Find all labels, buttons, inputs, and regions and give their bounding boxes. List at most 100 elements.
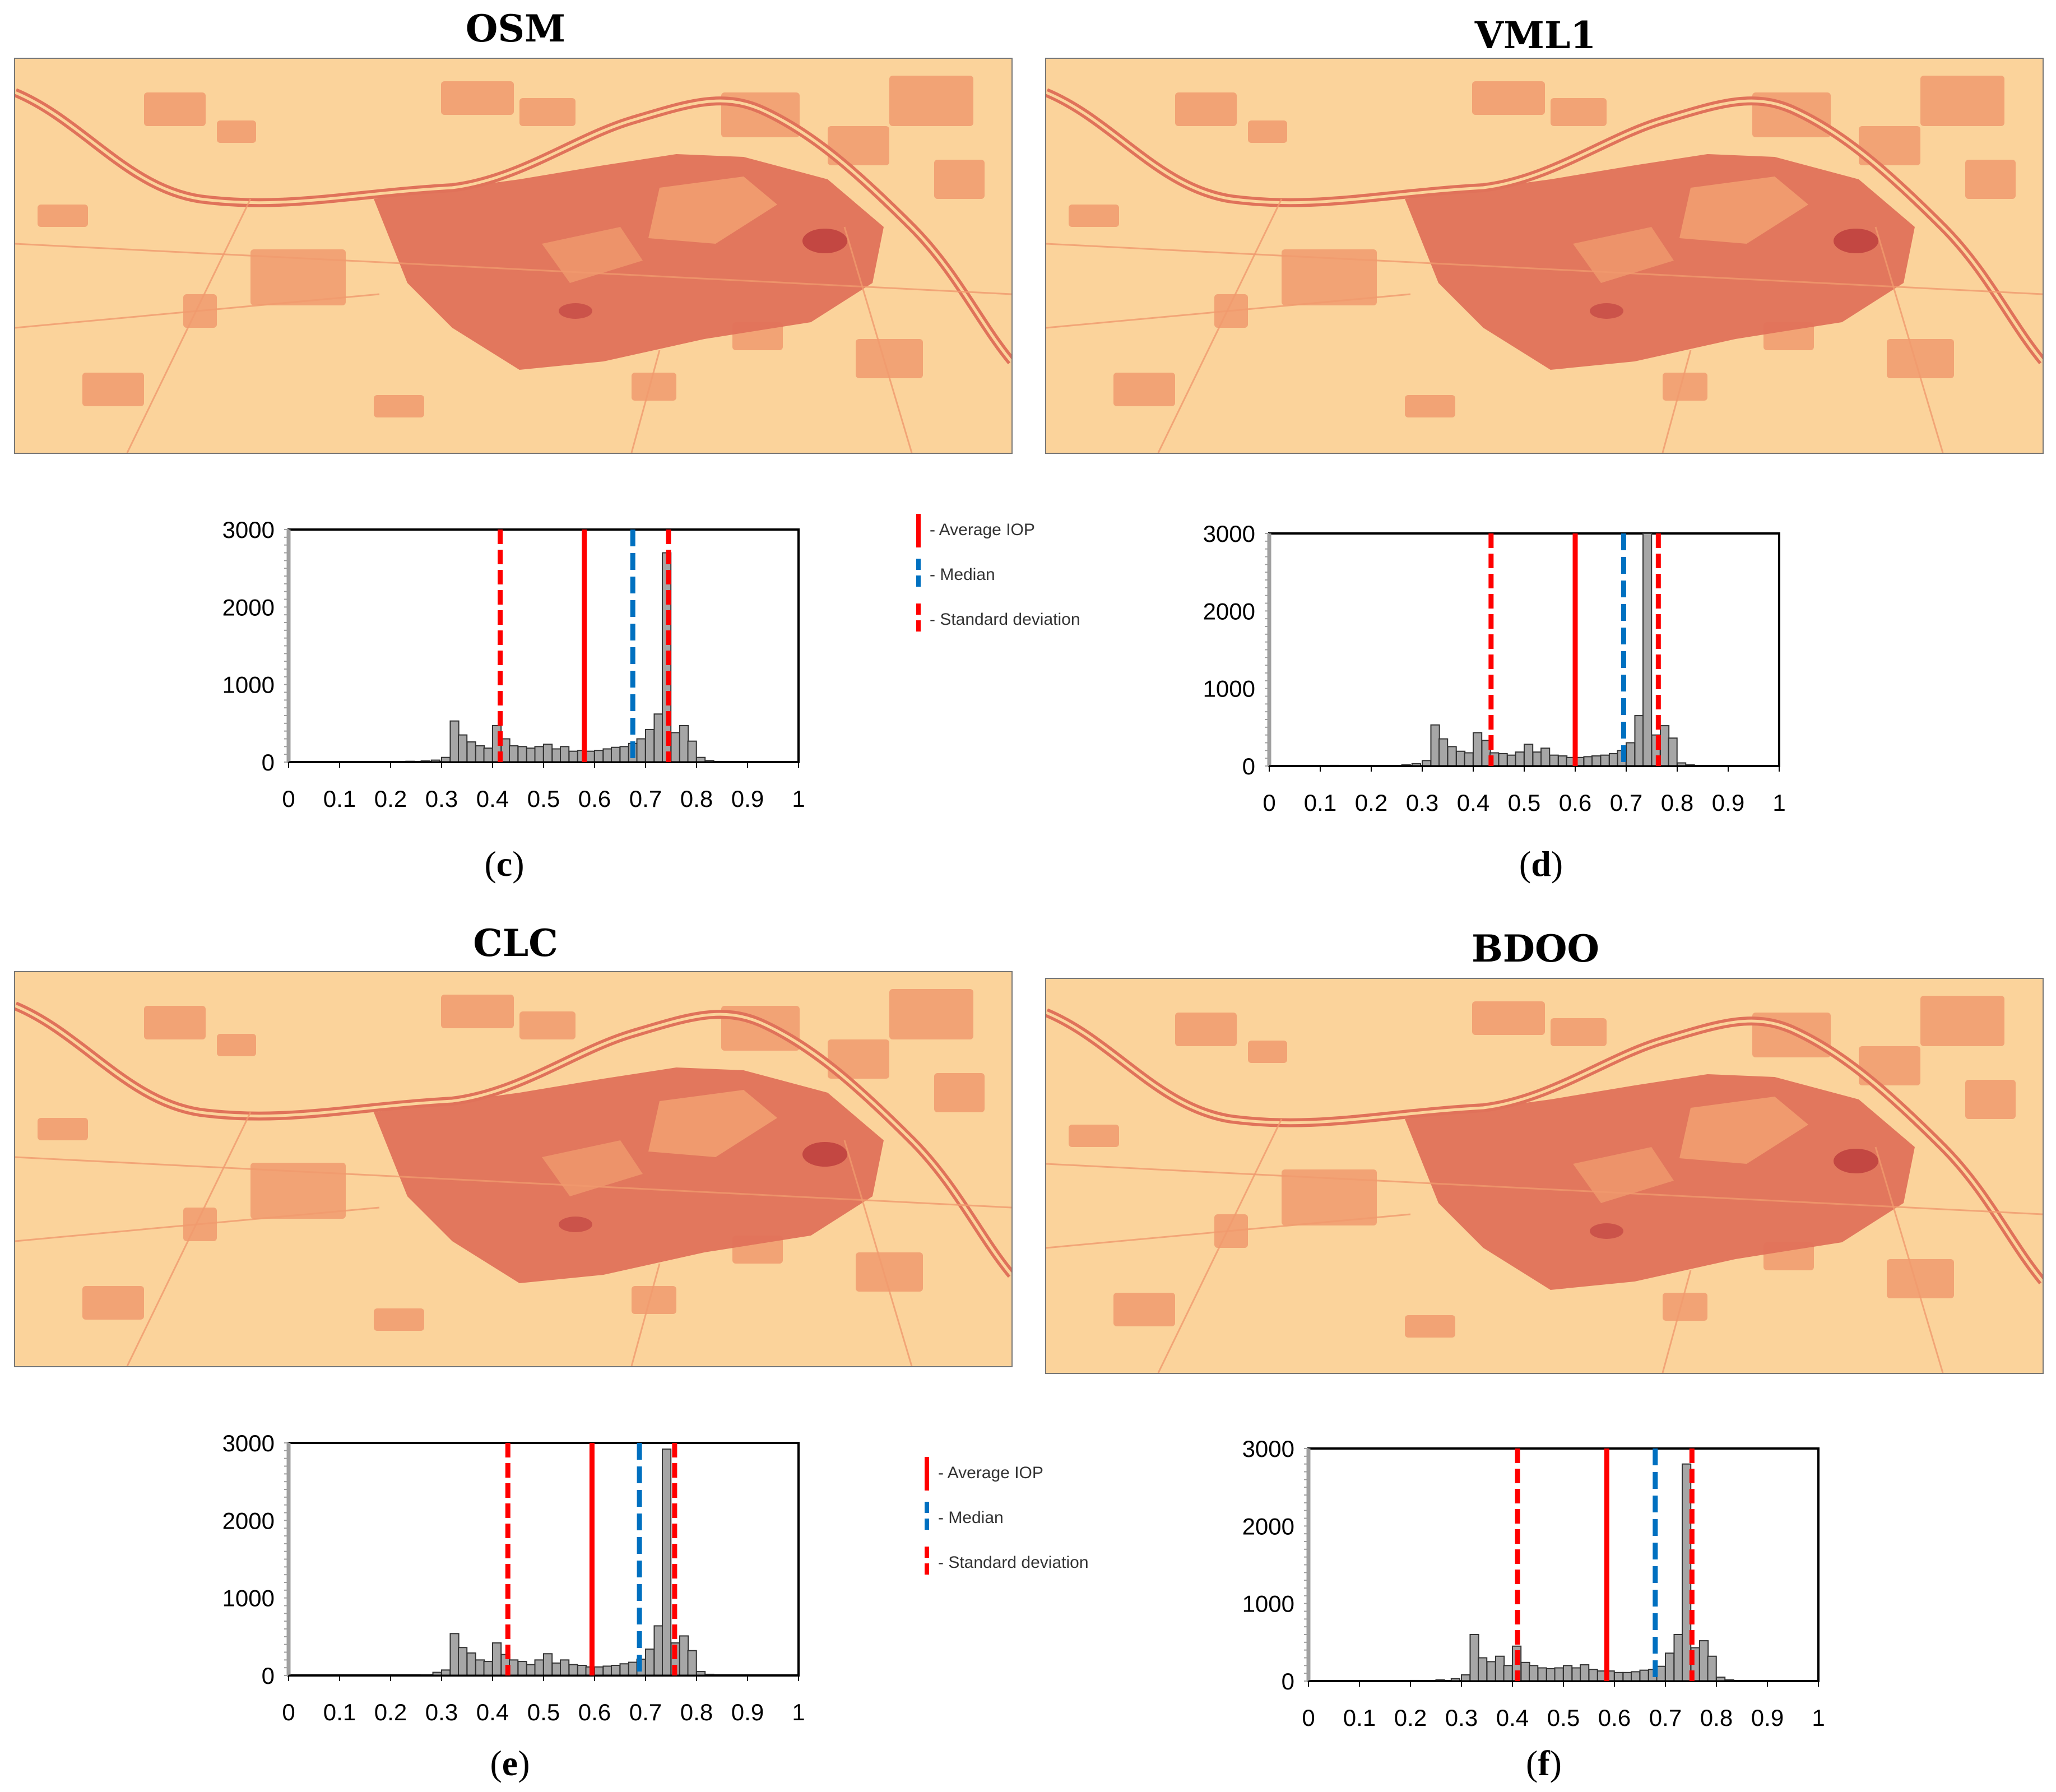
histogram-bar (1469, 1634, 1479, 1682)
map-field (1859, 1046, 1920, 1085)
map-title-vml1: VML1 (1474, 13, 1596, 57)
map-field (1069, 205, 1119, 227)
map-field (374, 395, 424, 417)
x-tick-label: 0.1 (323, 1699, 356, 1725)
x-tick-label: 0.9 (1751, 1705, 1784, 1731)
map-field (856, 1252, 923, 1292)
map-field (1113, 373, 1175, 406)
legend-median-mark (925, 1502, 929, 1535)
map-road (15, 243, 1011, 295)
map-field (144, 1006, 206, 1039)
map-clc (14, 971, 1013, 1367)
map-road (1046, 243, 2043, 295)
map-road (1046, 293, 1411, 329)
map-field (250, 249, 346, 305)
histogram-bar (670, 732, 680, 763)
map-hotspot (802, 1142, 847, 1167)
map-field (1175, 92, 1237, 126)
map-road (843, 226, 913, 453)
legend-std-mark (916, 603, 921, 637)
x-tick-label: 0.1 (1304, 790, 1336, 816)
histogram-bar (1659, 725, 1670, 767)
map-field (217, 120, 256, 143)
histogram-bar (1642, 533, 1653, 767)
histogram-d-svg: 0 0.1 0.2 0.3 0.4 0.5 0.6 0.7 0.8 0.9 1 0 1000 2000 30… (1203, 521, 1786, 816)
histogram-bar (475, 1659, 485, 1677)
histogram-bar (1506, 754, 1517, 767)
map-inner-zone (648, 1090, 777, 1157)
map-road (15, 1156, 1011, 1209)
histogram-bar (458, 1647, 468, 1677)
map-osm (14, 58, 1013, 454)
map-field (934, 160, 985, 199)
histogram-bar (534, 746, 544, 763)
map-field (1920, 76, 2004, 126)
x-tick-label: 0.9 (731, 1699, 764, 1725)
histogram-bar (645, 728, 655, 763)
histogram-bar (1608, 753, 1619, 767)
histogram-bar (1520, 1661, 1530, 1682)
map-field (1663, 373, 1707, 401)
x-tick-label: 0.7 (1649, 1705, 1682, 1731)
map-inner-zone (542, 227, 643, 283)
map-road (1157, 198, 1283, 453)
histogram-bar (653, 713, 663, 763)
map-field (1405, 395, 1455, 417)
histogram-bar (1549, 754, 1559, 767)
map-field (856, 339, 923, 378)
map-road (126, 1112, 252, 1366)
histogram-bar (492, 1642, 502, 1676)
plot-area (1307, 1447, 1820, 1682)
map-field (1663, 1293, 1707, 1321)
histogram-bar (466, 1652, 476, 1676)
x-tick-label: 0.8 (1700, 1705, 1733, 1731)
histogram-bar (449, 720, 460, 763)
histogram-bar (458, 734, 468, 763)
map-bdoo (1045, 978, 2044, 1374)
x-tick-label: 0 (282, 786, 295, 812)
x-tick-label: 0.8 (1661, 790, 1693, 816)
histogram-bar (560, 746, 570, 763)
map-inner-zone (648, 177, 777, 244)
map-field (1965, 160, 2016, 199)
map-field (38, 205, 88, 227)
x-tick-label: 0.2 (374, 786, 407, 812)
legend-bottom: - Average IOP - Median - Standard deviat… (925, 1457, 1160, 1597)
histogram-bar (577, 1665, 587, 1676)
x-tick-label: 0.1 (1343, 1705, 1376, 1731)
histogram-bar (628, 1661, 638, 1677)
x-tick-label: 1 (792, 786, 805, 812)
histogram-bar (560, 1659, 570, 1677)
map-river-center (15, 91, 1011, 363)
x-tick-label: 0.7 (1610, 790, 1642, 816)
x-tick-label: 0.6 (578, 786, 611, 812)
map-hotspot (1590, 303, 1623, 319)
map-hotspot (1834, 229, 1878, 253)
sublabel-f: (f) (1526, 1743, 1562, 1783)
histogram-bar (568, 750, 578, 763)
map-hotspot (1834, 1149, 1878, 1173)
x-tick-label: 0 (1302, 1705, 1315, 1731)
histogram-bar (1447, 746, 1457, 767)
map-svg (15, 972, 1011, 1366)
histogram-bar (1524, 744, 1534, 767)
map-field (1248, 120, 1287, 143)
plot-area (287, 1442, 800, 1677)
map-river-center (15, 1004, 1011, 1276)
map-road (1046, 1213, 1411, 1249)
histogram-bar (1515, 751, 1525, 767)
map-road (15, 293, 380, 329)
histogram-bar (1478, 1657, 1488, 1682)
histogram-bar (1486, 1661, 1496, 1682)
map-road (630, 350, 661, 453)
histogram-bar (1438, 738, 1449, 767)
histogram-bar (1600, 754, 1610, 767)
x-tick-label: 0 (1263, 790, 1275, 816)
sublabel-c: (c) (484, 844, 525, 884)
y-tick-label: 2000 (222, 1507, 275, 1534)
map-road (843, 1140, 913, 1366)
map-road (15, 1206, 380, 1242)
legend-std-label: - Standard deviation (930, 610, 1080, 629)
map-field (828, 126, 889, 165)
histogram-bar (526, 748, 536, 763)
